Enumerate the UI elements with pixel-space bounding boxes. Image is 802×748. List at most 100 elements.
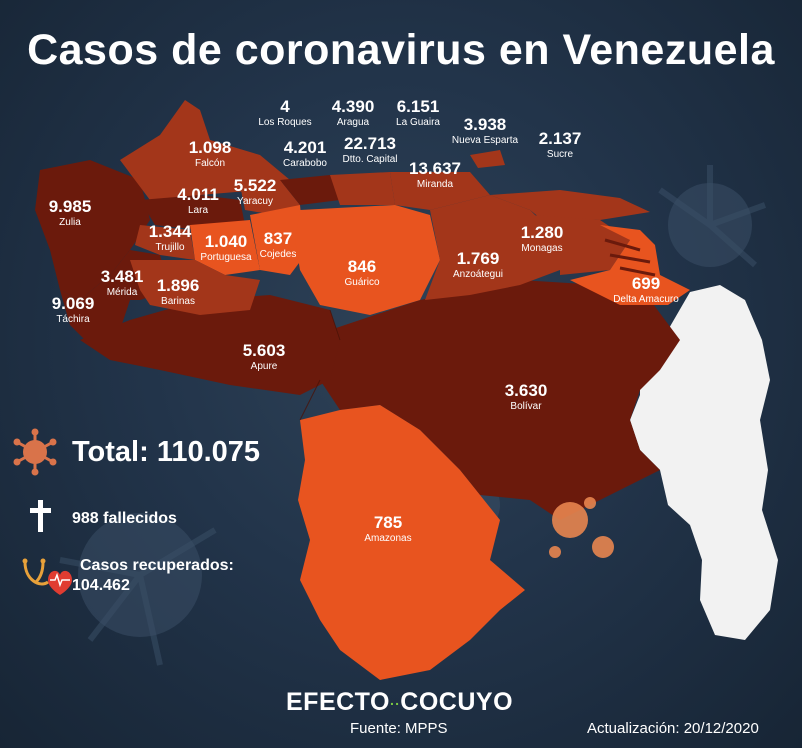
state-cases: 3.481 (100, 267, 144, 286)
state-cases: 846 (347, 257, 377, 276)
state-label: 1.040 Portuguesa (200, 233, 251, 263)
state-cases: 2.137 (538, 129, 582, 148)
state-label: 4.011 Lara (177, 186, 219, 216)
region-monagas (530, 215, 630, 275)
region-aragua (330, 172, 395, 205)
region-nueva-esparta (470, 150, 505, 168)
region-delta-amacuro (570, 225, 690, 305)
deaths-count: 988 fallecidos (72, 510, 177, 527)
total-cases: Total: 110.075 (72, 436, 261, 468)
state-name: La Guaira (396, 117, 440, 128)
region-apure (80, 295, 340, 395)
state-cases: 22.713 (344, 134, 396, 153)
region-guarico (295, 205, 440, 315)
region-tachira (60, 275, 130, 345)
state-label: 2.137 Sucre (539, 130, 582, 160)
region-falcon (120, 100, 290, 200)
state-cases: 1.769 (456, 249, 500, 268)
state-name: Táchira (56, 314, 90, 325)
state-name: Sucre (546, 149, 574, 160)
region-carabobo (280, 175, 340, 205)
state-label: 1.098 Falcón (189, 139, 232, 169)
brand-dots: ·· (389, 695, 401, 712)
recovered-label: Casos recuperados: (80, 557, 234, 574)
state-label: 1.344 Trujillo (149, 223, 192, 253)
state-label: 785 Amazonas (364, 514, 411, 544)
state-name: Nueva Esparta (451, 135, 519, 146)
state-label: 699 Delta Amacuro (613, 275, 679, 305)
region-anzoategui (425, 195, 560, 300)
state-cases: 1.896 (156, 276, 200, 295)
state-name: Cojedes (259, 249, 297, 260)
state-name: Delta Amacuro (613, 294, 679, 305)
state-cases: 4.390 (331, 97, 375, 116)
state-label: 846 Guárico (344, 258, 379, 288)
state-cases: 13.637 (409, 159, 461, 178)
state-name: Falcón (194, 158, 226, 169)
virus-icon (13, 428, 57, 476)
state-cases: 9.985 (48, 197, 92, 216)
state-label: 3.630 Bolívar (505, 382, 548, 412)
state-label: 9.985 Zulia (49, 198, 92, 228)
state-name: Miranda (416, 179, 454, 190)
region-trujillo (135, 225, 195, 260)
state-cases: 3.630 (504, 381, 548, 400)
state-label: 4.201 Carabobo (283, 139, 327, 169)
state-name: Guárico (344, 277, 380, 288)
state-label: 837 Cojedes (260, 230, 297, 260)
state-cases: 4.011 (177, 185, 219, 204)
state-name: Dtto. Capital (342, 154, 398, 165)
state-cases: 1.040 (204, 232, 248, 251)
state-name: Monagas (521, 243, 563, 254)
state-cases: 837 (263, 229, 293, 248)
state-label: 3.481 Mérida (101, 268, 144, 298)
state-name: Barinas (161, 296, 195, 307)
region-amazonas (298, 405, 525, 680)
state-name: Anzoátegui (452, 269, 504, 280)
state-name: Aragua (336, 117, 370, 128)
region-barinas (130, 260, 260, 315)
stethoscope-heart-icon (22, 558, 72, 595)
region-yaracuy (240, 180, 300, 215)
page-title: Casos de coronavirus en Venezuela (27, 26, 775, 74)
cross-icon (30, 500, 51, 532)
guayana-region (630, 285, 778, 640)
state-name: Carabobo (283, 158, 327, 169)
region-miranda (390, 172, 490, 210)
region-cojedes (250, 205, 305, 275)
region-sucre (490, 190, 650, 220)
brand-right: COCUYO (400, 688, 514, 716)
source-text: Fuente: MPPS (350, 720, 448, 737)
state-name: Bolívar (510, 401, 542, 412)
state-cases: 1.098 (188, 138, 232, 157)
state-name: Portuguesa (200, 252, 252, 263)
state-label: 5.522 Yaracuy (234, 177, 277, 207)
state-label: 22.713 Dtto. Capital (342, 135, 397, 165)
state-label: 1.896 Barinas (157, 277, 200, 307)
state-label: 5.603 Apure (243, 342, 286, 372)
region-portuguesa (190, 220, 260, 275)
region-zulia (35, 160, 150, 300)
state-cases: 699 (631, 274, 661, 293)
state-label: 1.769 Anzoátegui (453, 250, 503, 280)
state-cases: 1.344 (148, 222, 192, 241)
state-cases: 5.603 (242, 341, 286, 360)
recovered-value: 104.462 (72, 577, 130, 594)
state-label: 1.280 Monagas (521, 224, 564, 254)
state-label: 3.938 Nueva Esparta (452, 116, 518, 146)
state-cases: 4 (280, 97, 290, 116)
state-label: 9.069 Táchira (52, 295, 95, 325)
state-name: Los Roques (258, 117, 312, 128)
state-label: 13.637 Miranda (409, 160, 461, 190)
brand-left: EFECTO (286, 688, 390, 716)
state-name: Amazonas (364, 533, 412, 544)
state-name: Lara (187, 205, 209, 216)
state-cases: 3.938 (463, 115, 507, 134)
state-label: 4 Los Roques (258, 98, 311, 128)
state-cases: 9.069 (51, 294, 95, 313)
update-date: Actualización: 20/12/2020 (587, 720, 759, 737)
virus-decoration-icon (549, 497, 614, 558)
region-bolivar (320, 280, 680, 520)
